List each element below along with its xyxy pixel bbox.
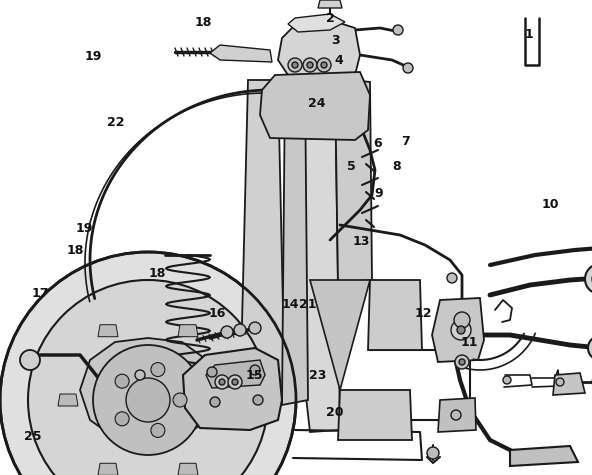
Circle shape xyxy=(126,378,170,422)
Circle shape xyxy=(457,326,465,334)
Polygon shape xyxy=(310,280,370,390)
Circle shape xyxy=(459,359,465,365)
Polygon shape xyxy=(432,298,484,362)
Text: 14: 14 xyxy=(281,297,299,311)
Polygon shape xyxy=(295,78,340,432)
Text: 17: 17 xyxy=(31,287,49,300)
Circle shape xyxy=(219,379,225,385)
Circle shape xyxy=(292,62,298,68)
Circle shape xyxy=(151,423,165,437)
Text: 18: 18 xyxy=(66,244,84,257)
Circle shape xyxy=(585,264,592,294)
Circle shape xyxy=(307,62,313,68)
Polygon shape xyxy=(282,80,308,405)
Polygon shape xyxy=(98,463,118,475)
Polygon shape xyxy=(183,348,282,430)
Circle shape xyxy=(253,395,263,405)
Text: 19: 19 xyxy=(76,221,94,235)
Text: 16: 16 xyxy=(208,307,226,320)
Polygon shape xyxy=(260,72,370,140)
Circle shape xyxy=(288,58,302,72)
Polygon shape xyxy=(178,463,198,475)
Text: 20: 20 xyxy=(326,406,343,419)
Circle shape xyxy=(232,379,238,385)
Text: 21: 21 xyxy=(299,297,317,311)
Text: 13: 13 xyxy=(352,235,370,248)
Polygon shape xyxy=(338,390,412,440)
Circle shape xyxy=(447,273,457,283)
Text: 10: 10 xyxy=(542,198,559,211)
Circle shape xyxy=(403,63,413,73)
Circle shape xyxy=(451,410,461,420)
Polygon shape xyxy=(178,325,198,337)
Polygon shape xyxy=(510,446,578,466)
Circle shape xyxy=(228,375,242,389)
Circle shape xyxy=(28,280,268,475)
Circle shape xyxy=(588,336,592,360)
Text: 18: 18 xyxy=(148,266,166,280)
Text: 5: 5 xyxy=(347,160,355,173)
Text: 15: 15 xyxy=(246,369,263,382)
Circle shape xyxy=(152,384,164,396)
Polygon shape xyxy=(288,14,345,32)
Polygon shape xyxy=(210,45,272,62)
Circle shape xyxy=(455,355,469,369)
Polygon shape xyxy=(206,360,265,388)
Circle shape xyxy=(234,324,246,336)
Text: 24: 24 xyxy=(308,97,326,110)
Text: 25: 25 xyxy=(24,430,41,444)
Circle shape xyxy=(20,350,40,370)
Circle shape xyxy=(317,58,331,72)
Circle shape xyxy=(249,322,261,334)
Text: 12: 12 xyxy=(414,307,432,320)
Polygon shape xyxy=(278,20,360,78)
Circle shape xyxy=(303,58,317,72)
Text: 4: 4 xyxy=(335,54,343,67)
Polygon shape xyxy=(80,338,216,442)
Text: 1: 1 xyxy=(525,28,533,41)
Text: 11: 11 xyxy=(461,335,478,349)
Polygon shape xyxy=(240,80,285,405)
Circle shape xyxy=(393,25,403,35)
Text: 9: 9 xyxy=(375,187,383,200)
Circle shape xyxy=(210,397,220,407)
Circle shape xyxy=(151,362,165,377)
Text: 3: 3 xyxy=(332,34,340,47)
Text: 22: 22 xyxy=(107,116,124,129)
Polygon shape xyxy=(438,398,476,432)
Polygon shape xyxy=(335,78,372,282)
Circle shape xyxy=(93,345,203,455)
Circle shape xyxy=(0,252,296,475)
Circle shape xyxy=(221,326,233,338)
Polygon shape xyxy=(58,394,78,406)
Polygon shape xyxy=(368,280,422,350)
Polygon shape xyxy=(98,325,118,337)
Circle shape xyxy=(451,320,471,340)
Circle shape xyxy=(215,375,229,389)
Circle shape xyxy=(115,412,129,426)
Circle shape xyxy=(250,365,260,375)
Circle shape xyxy=(427,447,439,459)
Text: 19: 19 xyxy=(84,50,102,64)
Circle shape xyxy=(503,376,511,384)
Polygon shape xyxy=(553,373,585,395)
Text: 6: 6 xyxy=(373,137,381,151)
Text: 7: 7 xyxy=(401,135,410,148)
Circle shape xyxy=(454,312,470,328)
Text: 18: 18 xyxy=(194,16,212,29)
Polygon shape xyxy=(318,0,342,8)
Text: 8: 8 xyxy=(392,160,401,173)
Text: 2: 2 xyxy=(326,12,334,26)
Circle shape xyxy=(135,370,145,380)
Polygon shape xyxy=(218,394,238,406)
Circle shape xyxy=(115,374,129,388)
Circle shape xyxy=(207,367,217,377)
Text: 23: 23 xyxy=(309,369,327,382)
Circle shape xyxy=(321,62,327,68)
Circle shape xyxy=(173,393,187,407)
Circle shape xyxy=(556,378,564,386)
